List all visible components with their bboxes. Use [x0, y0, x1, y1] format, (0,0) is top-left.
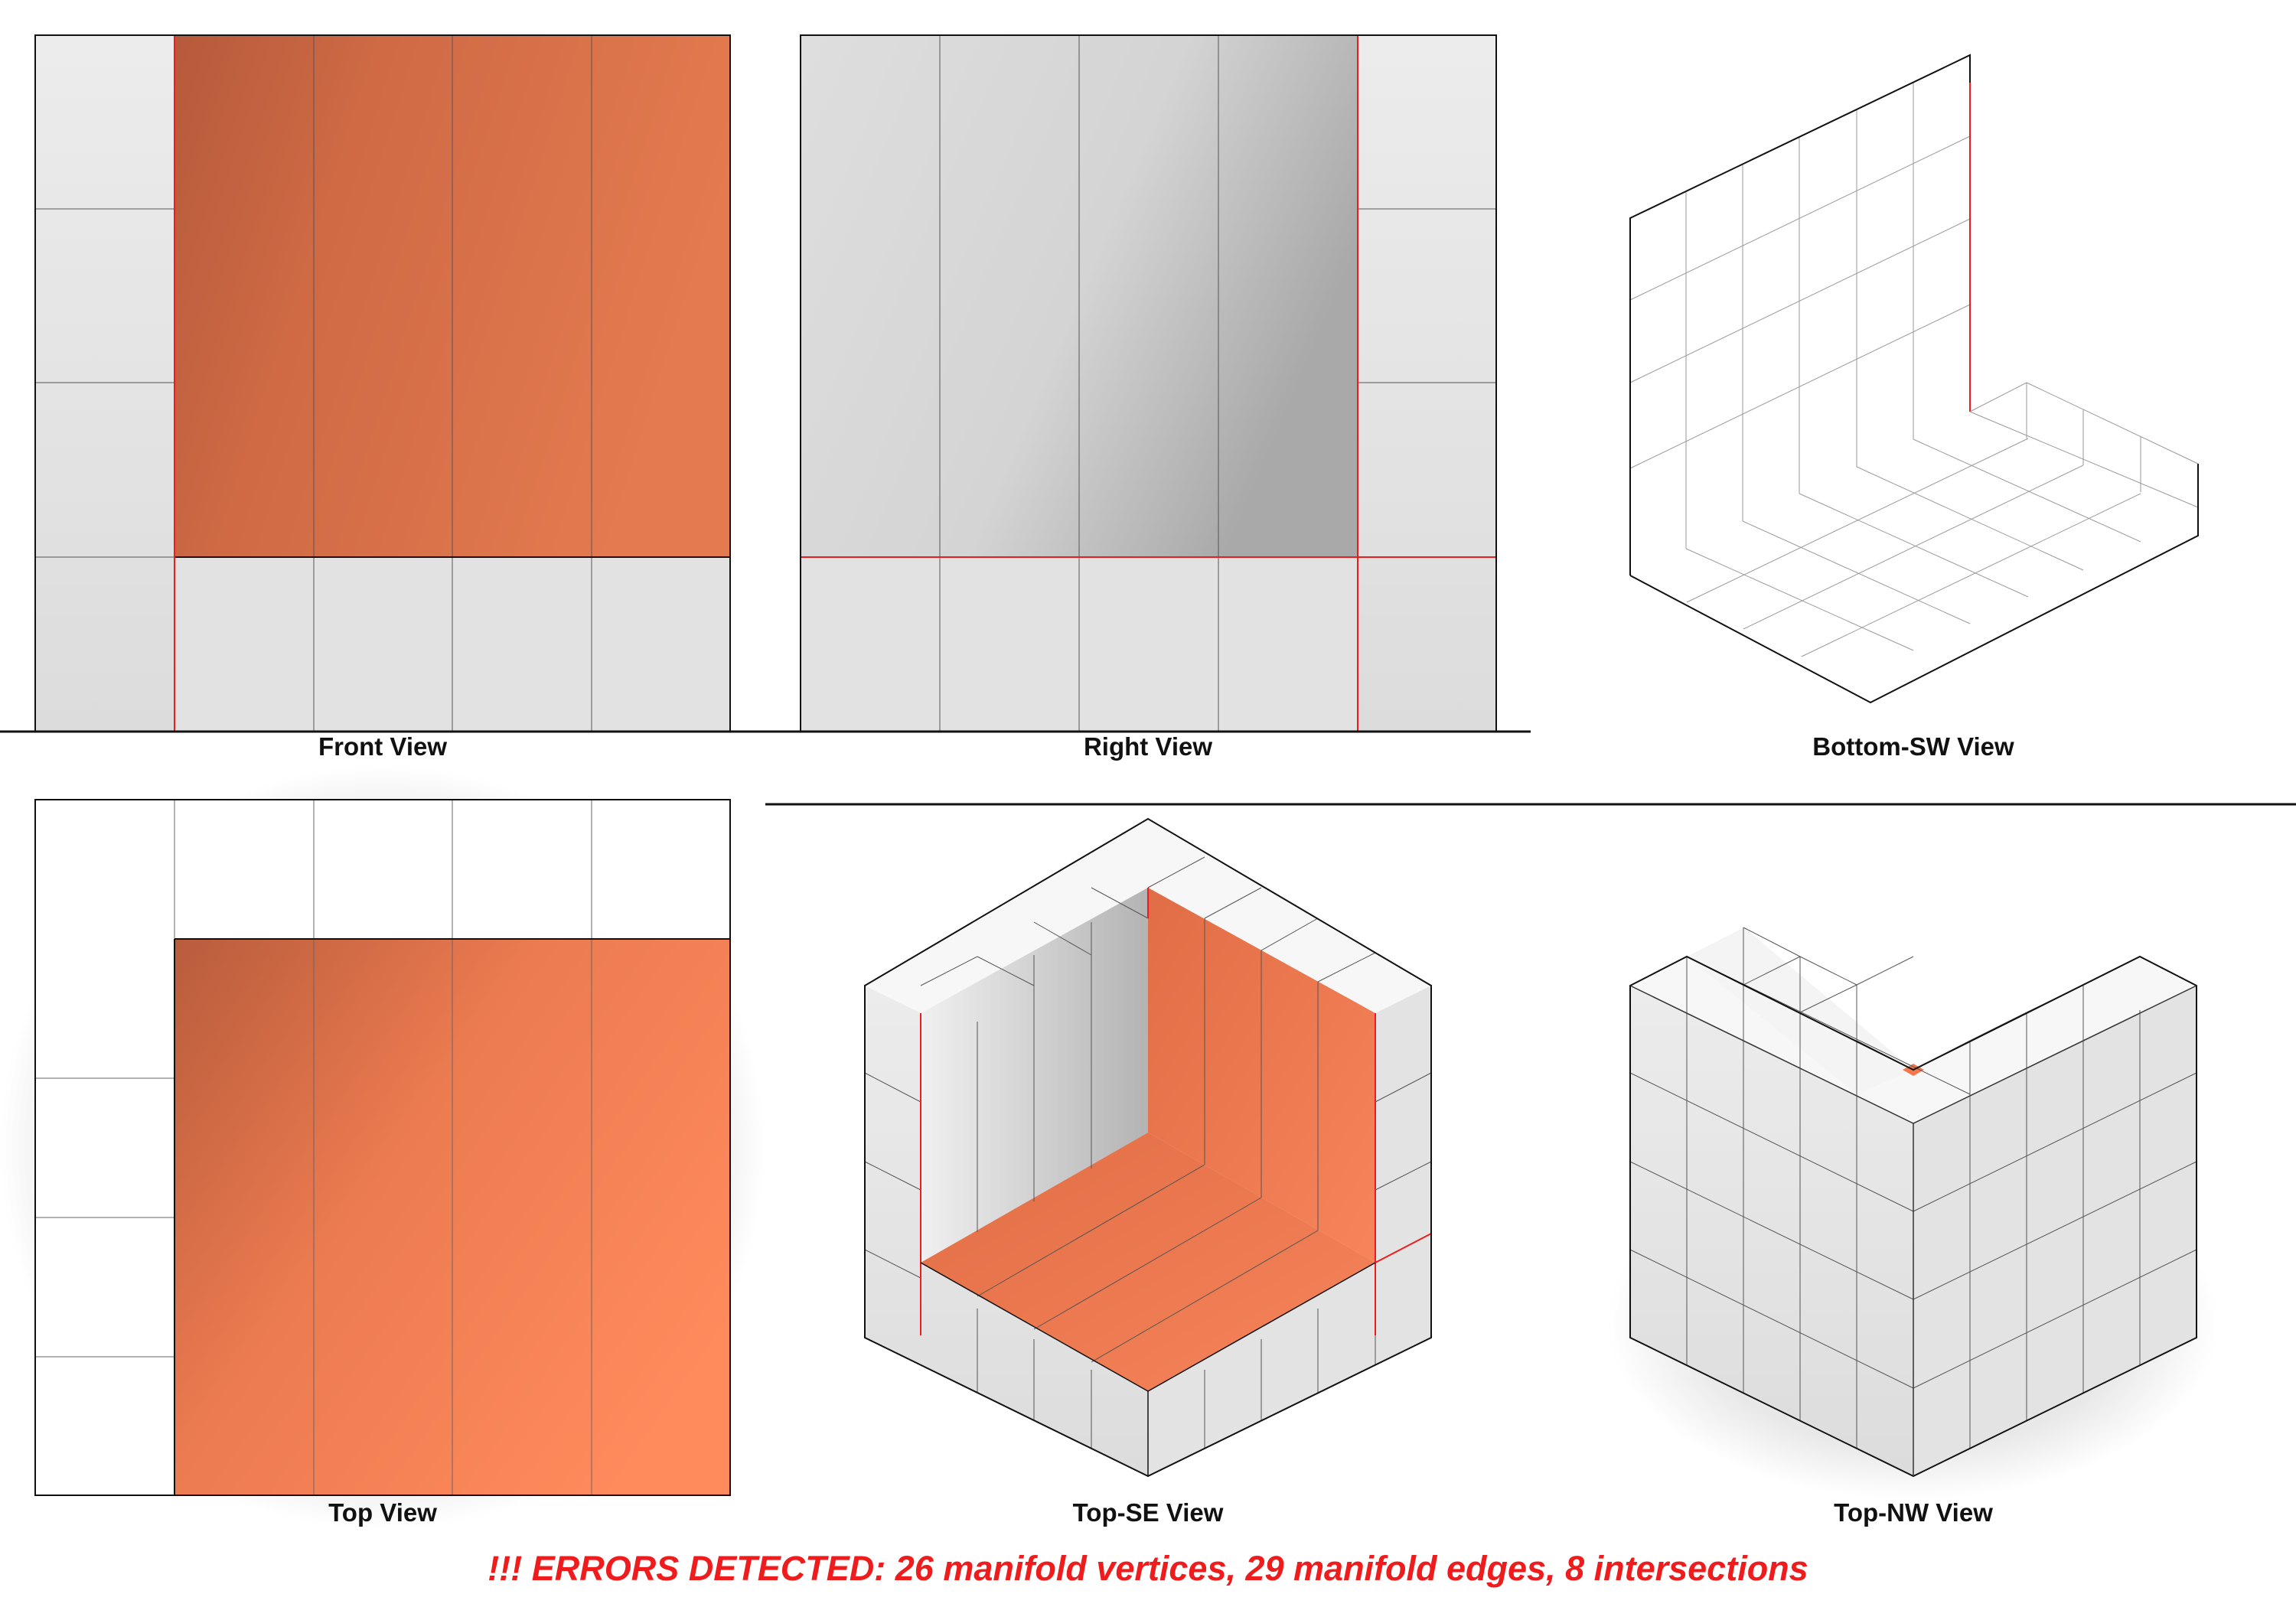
top-nw-view — [1607, 927, 2219, 1500]
bottom-sw-grid — [1629, 82, 2199, 657]
front-left-panel — [35, 35, 174, 732]
right-view — [800, 34, 1497, 732]
front-grid-lines — [35, 35, 592, 732]
top-se-error-edges — [920, 888, 1432, 1335]
top-se-grid — [864, 856, 1432, 1448]
top-se-view-label: Top-SE View — [1073, 1498, 1224, 1527]
bottom-sw-view-label: Bottom-SW View — [1812, 732, 2014, 761]
front-view — [34, 34, 731, 732]
right-view-label: Right View — [1084, 732, 1212, 761]
top-view — [0, 765, 765, 1530]
top-top-strip — [35, 800, 730, 939]
top-nw-grid — [1629, 927, 2197, 1449]
top-nw-view-label: Top-NW View — [1834, 1498, 1993, 1527]
error-message: !!! ERRORS DETECTED: 26 manifold vertice… — [488, 1549, 1808, 1588]
right-side-panel — [1358, 35, 1496, 732]
top-se-view — [864, 817, 1432, 1478]
front-view-label: Front View — [318, 732, 447, 761]
top-view-label: Top View — [328, 1498, 437, 1527]
bottom-sw-view — [1629, 54, 2199, 704]
top-grid-lines — [35, 800, 592, 1495]
right-grid-lines — [939, 35, 1496, 732]
